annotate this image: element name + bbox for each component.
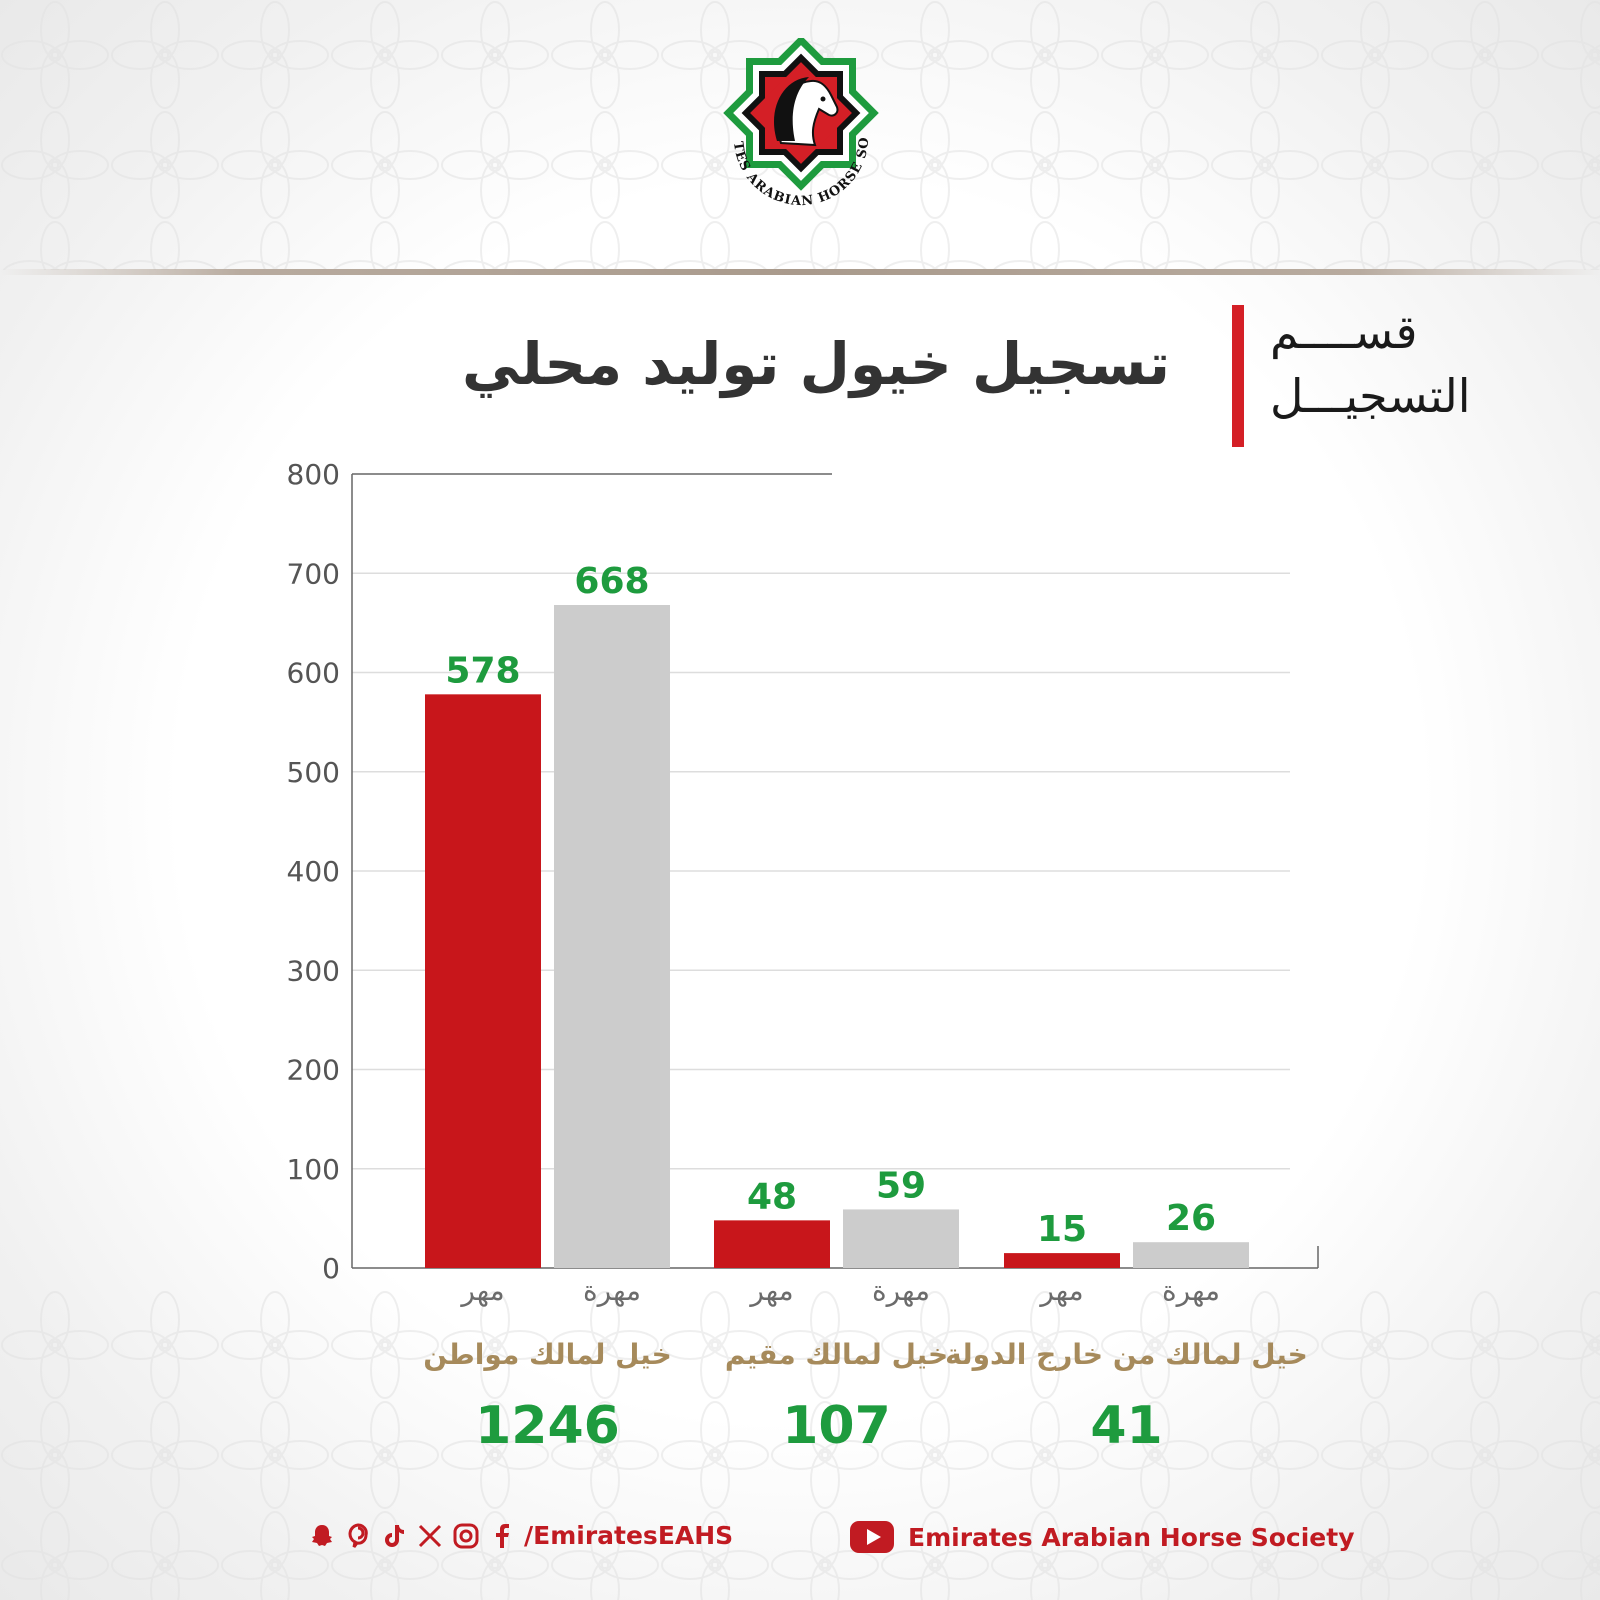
y-tick-300: 300 xyxy=(287,954,340,987)
value-labels: 578 668 48 59 15 26 xyxy=(445,561,1216,1250)
series-label-0-0: مهر xyxy=(459,1274,504,1307)
bar-1-1 xyxy=(843,1209,959,1268)
snapchat-icon[interactable] xyxy=(308,1522,336,1550)
value-label-0-1: 668 xyxy=(574,561,649,602)
pinterest-icon[interactable] xyxy=(344,1522,372,1550)
y-tick-labels: 0 100 200 300 400 500 600 700 800 xyxy=(287,458,340,1285)
society-logo: EMIRATES ARABIAN HORSE SOCIETY xyxy=(706,38,879,209)
y-tick-700: 700 xyxy=(287,557,340,590)
value-label-1-1: 59 xyxy=(876,1165,926,1206)
bars xyxy=(425,605,1249,1268)
series-label-1-1: مهرة xyxy=(872,1274,930,1307)
bar-0-1 xyxy=(554,605,670,1268)
category-total-1: 107 xyxy=(782,1396,891,1456)
category-labels: مهر مهرة خيل لمالك مواطن 1246 مهر مهرة خيل لما… xyxy=(423,1274,1308,1456)
tiktok-icon[interactable] xyxy=(380,1522,408,1550)
category-total-0: 1246 xyxy=(475,1396,620,1456)
value-label-1-0: 48 xyxy=(747,1176,797,1217)
y-tick-0: 0 xyxy=(322,1252,340,1285)
y-tick-200: 200 xyxy=(287,1054,340,1087)
value-label-2-1: 26 xyxy=(1166,1198,1216,1239)
category-total-2: 41 xyxy=(1090,1396,1162,1456)
y-tick-500: 500 xyxy=(287,756,340,789)
facebook-icon[interactable] xyxy=(488,1522,516,1550)
series-label-2-0: مهر xyxy=(1038,1274,1083,1307)
x-icon[interactable] xyxy=(416,1522,444,1550)
footer: /EmiratesEAHS Emirates Arabian Horse Soc… xyxy=(0,1515,1600,1575)
decorative-pattern-bottom xyxy=(0,1290,1600,1600)
youtube-link[interactable]: Emirates Arabian Horse Society xyxy=(850,1521,1355,1553)
y-tick-800: 800 xyxy=(287,458,340,491)
bar-2-1 xyxy=(1133,1242,1249,1268)
y-tick-400: 400 xyxy=(287,855,340,888)
section-label-line2: التسجيـــل xyxy=(1270,369,1471,423)
bar-1-0 xyxy=(714,1220,830,1268)
social-handle[interactable]: /EmiratesEAHS xyxy=(524,1521,734,1550)
y-tick-100: 100 xyxy=(287,1153,340,1186)
y-tick-600: 600 xyxy=(287,657,340,690)
category-label-1: خيل لمالك مقيم xyxy=(725,1338,948,1371)
value-label-2-0: 15 xyxy=(1037,1209,1087,1250)
section-accent-bar xyxy=(1232,305,1244,447)
series-label-2-1: مهرة xyxy=(1162,1274,1220,1307)
section-label: قســــم التسجيـــل xyxy=(1270,300,1500,428)
category-label-2: خيل لمالك من خارج الدولة xyxy=(945,1338,1308,1372)
value-label-0-0: 578 xyxy=(445,650,520,691)
category-label-0: خيل لمالك مواطن xyxy=(423,1338,672,1371)
youtube-icon xyxy=(850,1521,894,1553)
instagram-icon[interactable] xyxy=(452,1522,480,1550)
header-divider xyxy=(0,269,1600,275)
series-label-1-0: مهر xyxy=(748,1274,793,1307)
social-links: /EmiratesEAHS xyxy=(308,1521,733,1550)
page-title: تسجيل خيول توليد محلي xyxy=(462,330,1170,398)
series-label-0-1: مهرة xyxy=(583,1274,641,1307)
section-label-line1: قســــم xyxy=(1270,305,1418,359)
youtube-channel-name: Emirates Arabian Horse Society xyxy=(908,1522,1355,1552)
bar-0-0 xyxy=(425,694,541,1268)
bar-2-0 xyxy=(1004,1253,1120,1268)
